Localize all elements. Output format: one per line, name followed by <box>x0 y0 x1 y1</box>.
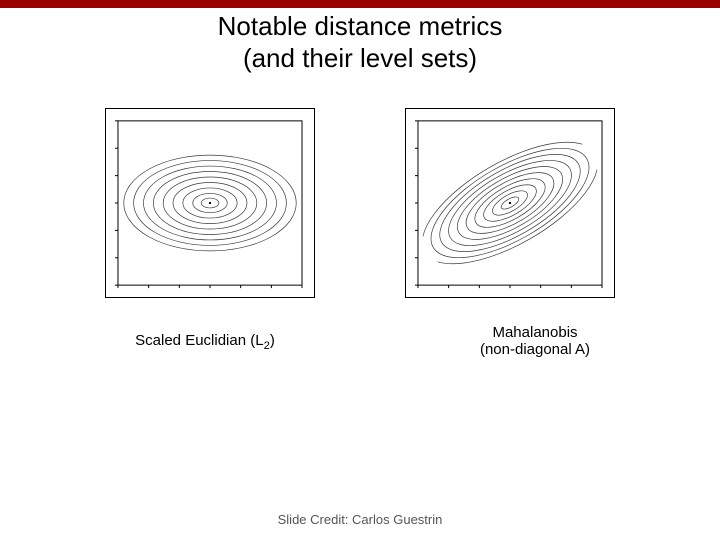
footer-credit: Slide Credit: Carlos Guestrin <box>0 512 720 527</box>
caption-left-post: ) <box>270 332 275 349</box>
plot-mahalanobis <box>405 108 615 298</box>
footer-text: Slide Credit: Carlos Guestrin <box>278 512 443 527</box>
caption-right: Mahalanobis (non-diagonal A) <box>420 324 650 358</box>
caption-right-line2: (non-diagonal A) <box>420 341 650 358</box>
caption-left-pre: Scaled Euclidian (L <box>135 332 263 349</box>
header-bar <box>0 0 720 8</box>
slide: Notable distance metrics (and their leve… <box>0 0 720 540</box>
caption-left: Scaled Euclidian (L2) <box>90 332 320 352</box>
plot-scaled-euclidian <box>105 108 315 298</box>
title-line-2: (and their level sets) <box>0 42 720 74</box>
plots-row <box>0 108 720 298</box>
title-line-1: Notable distance metrics <box>0 10 720 42</box>
caption-right-line1: Mahalanobis <box>420 324 650 341</box>
title-block: Notable distance metrics (and their leve… <box>0 10 720 74</box>
